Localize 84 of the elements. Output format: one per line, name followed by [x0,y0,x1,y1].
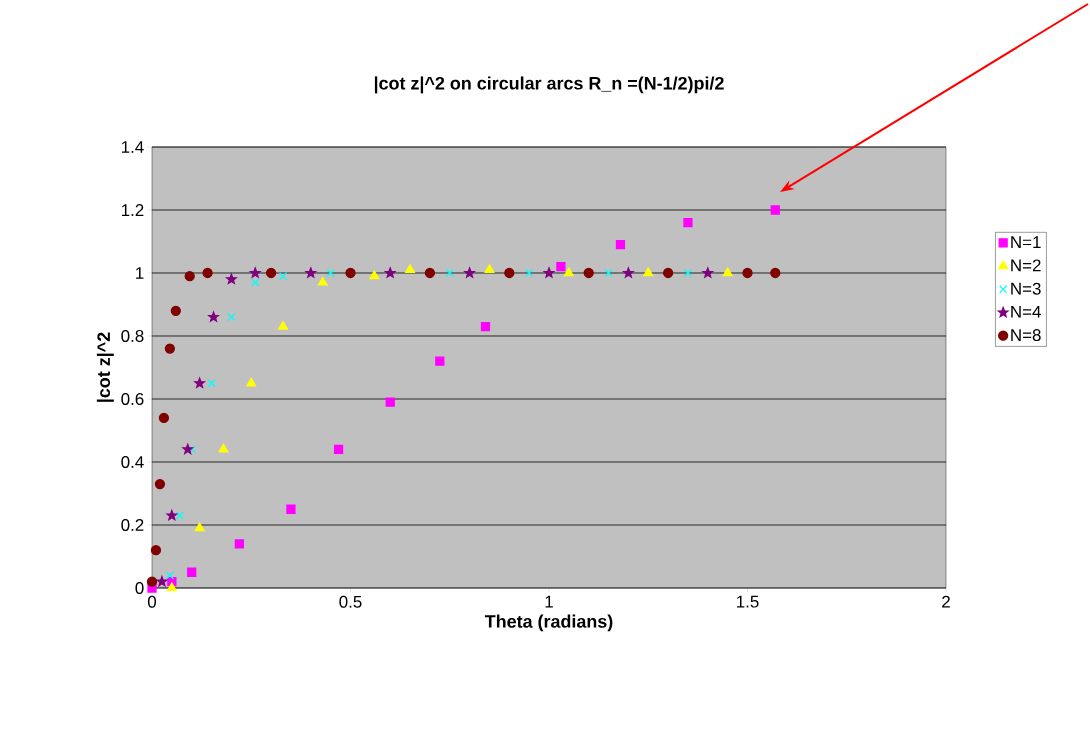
point [480,321,491,332]
point [158,412,170,424]
point [246,377,257,387]
point [227,312,236,322]
point [615,240,626,250]
point [702,267,714,278]
point [166,509,178,521]
legend-label: N=2 [1011,259,1041,272]
point [265,267,277,279]
point [333,444,344,455]
point [384,267,396,278]
y-tick-label: 1.2 [121,204,144,216]
point [464,267,475,278]
y-tick-label: 1.4 [121,141,144,153]
point [146,576,158,587]
y-axis-title: |cot z|^2 [96,332,114,402]
legend-label: N=1 [1011,236,1041,248]
point [369,270,380,280]
point [187,445,196,454]
point [202,267,213,279]
point [742,267,753,279]
point [583,267,594,279]
point [484,264,495,273]
point [445,268,454,278]
legend-label: N=3 [1011,282,1041,295]
point [556,262,566,272]
point [317,276,328,286]
point [166,582,177,592]
point [543,267,555,278]
x-tick-label: 0 [147,595,157,608]
point [218,443,229,453]
legend-label: N=4 [1011,305,1041,318]
x-tick-label: 1 [545,595,553,608]
point [683,217,693,228]
point [770,267,781,279]
point [194,377,206,388]
point [164,343,175,354]
point [722,267,733,277]
legend-label: N=8 [1011,329,1041,342]
y-tick-label: 0 [135,582,144,594]
point [150,545,162,556]
point [251,278,260,287]
point [604,268,613,278]
point [305,267,317,278]
point [170,305,181,316]
point [249,267,261,278]
point [563,267,574,277]
point [194,522,205,532]
point [207,379,216,388]
point [226,273,237,284]
point [643,267,654,277]
y-tick-label: 0.2 [121,519,144,531]
point [286,504,296,514]
y-tick-label: 0.4 [121,456,144,468]
point [234,539,244,549]
point [345,267,356,279]
y-tick-label: 0.6 [121,393,144,405]
x-tick-label: 0.5 [339,595,362,608]
x-axis-title: Theta (radians) [484,614,613,632]
point [184,271,195,282]
point [187,567,197,577]
point [683,268,693,278]
point [208,311,219,322]
x-tick-label: 2 [942,595,950,608]
point [662,267,674,279]
point [165,571,175,580]
point [326,268,335,278]
point [524,268,534,278]
chart-title: |cot z|^2 on circular arcs R_n =(N-1/2)pi/2 [374,76,724,94]
y-tick-label: 1 [136,267,144,279]
point [385,397,395,407]
point [435,356,445,366]
point [182,443,194,455]
point [424,267,436,279]
point [278,320,288,330]
point [770,205,780,215]
point [154,478,166,490]
point [405,264,416,273]
y-tick-label: 0.8 [121,330,144,342]
point [278,271,288,281]
x-tick-label: 1.5 [737,595,759,608]
point [175,511,184,520]
point [623,267,634,278]
point [504,267,515,279]
